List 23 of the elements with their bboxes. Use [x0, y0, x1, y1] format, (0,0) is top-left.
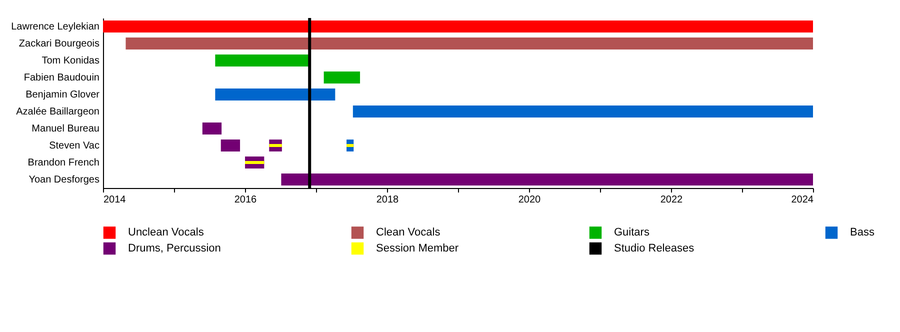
y-tick-label: Benjamin Glover	[26, 90, 100, 100]
y-tick-label: Manuel Bureau	[32, 124, 100, 134]
legend-label: Clean Vocals	[376, 226, 441, 239]
legend-label: Session Member	[376, 242, 459, 254]
x-tick-label: 2022	[660, 194, 684, 206]
x-tick-label: 2024	[791, 194, 814, 206]
y-tick-label: Fabien Baudouin	[24, 72, 100, 84]
legend-label: Guitars	[614, 226, 650, 239]
legend-label: Studio Releases	[614, 242, 695, 254]
y-tick-label: Zackari Bourgeois	[18, 38, 100, 50]
x-tick-label: 2016	[234, 194, 258, 206]
x-tick-label: 2020	[518, 194, 542, 206]
x-tick-label: 2018	[376, 194, 400, 206]
y-tick-label: Steven Vac	[49, 140, 100, 152]
y-tick-label: Tom Konidas	[42, 56, 100, 66]
y-tick-label: Azalée Baillargeon	[16, 106, 100, 118]
y-tick-label: Lawrence Leylekian	[11, 22, 100, 32]
legend-label: Unclean Vocals	[128, 226, 204, 239]
y-tick-label: Brandon French	[28, 158, 100, 168]
legend-label: Drums, Percussion	[128, 242, 221, 254]
legend-label: Bass	[850, 226, 875, 239]
x-tick-label: 2014	[104, 194, 126, 206]
y-tick-label: Yoan Desforges	[28, 174, 100, 186]
